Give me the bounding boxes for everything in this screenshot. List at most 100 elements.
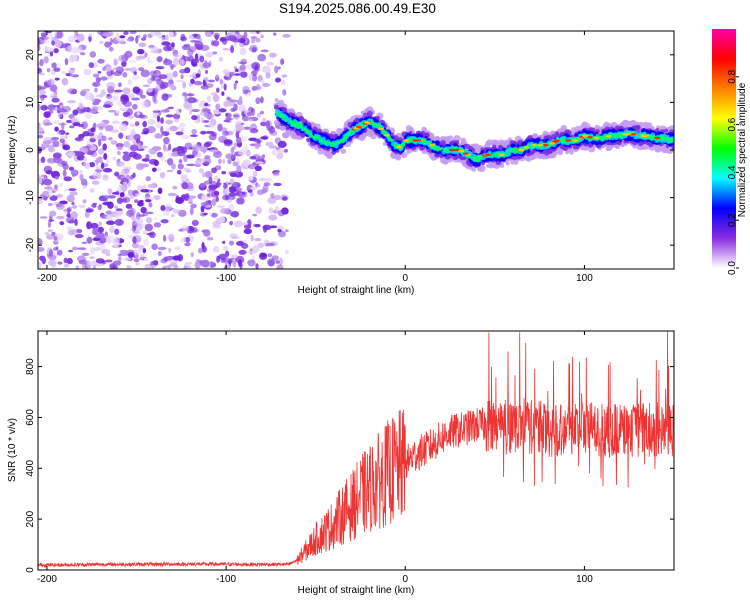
noise-blob xyxy=(144,52,148,58)
noise-blob xyxy=(135,193,141,196)
noise-blob xyxy=(233,220,243,228)
noise-blob xyxy=(255,83,261,91)
noise-blob xyxy=(112,156,117,161)
noise-blob xyxy=(79,170,83,173)
noise-blob xyxy=(121,60,127,67)
noise-blob xyxy=(268,207,274,214)
noise-blob xyxy=(67,45,72,53)
signal-blob xyxy=(521,142,526,147)
noise-blob xyxy=(91,180,100,185)
noise-blob xyxy=(164,72,174,81)
noise-blob xyxy=(140,253,145,258)
signal-blob xyxy=(368,130,375,137)
noise-blob xyxy=(102,143,107,151)
noise-blob xyxy=(92,202,98,206)
noise-blob xyxy=(50,136,59,141)
noise-blob xyxy=(190,252,194,258)
noise-blob xyxy=(157,250,162,257)
noise-blob xyxy=(132,242,139,249)
noise-blob xyxy=(48,249,53,258)
figure-title: S194.2025.086.00.49.E30 xyxy=(279,1,436,16)
noise-blob xyxy=(52,140,60,148)
noise-blob xyxy=(260,49,269,53)
signal-blob xyxy=(291,131,296,136)
noise-blob xyxy=(153,222,162,228)
noise-blob xyxy=(140,189,150,193)
noise-blob xyxy=(81,241,87,245)
noise-blob xyxy=(158,74,168,80)
signal-blob xyxy=(421,126,427,133)
noise-blob xyxy=(138,114,146,118)
noise-blob xyxy=(56,194,63,198)
noise-blob xyxy=(235,80,239,84)
noise-blob xyxy=(222,158,226,164)
noise-blob xyxy=(91,105,97,111)
noise-blob xyxy=(38,127,45,135)
noise-blob xyxy=(95,165,100,170)
noise-blob xyxy=(249,156,257,160)
noise-blob xyxy=(208,79,215,83)
noise-blob xyxy=(90,260,97,267)
noise-blob xyxy=(142,247,147,254)
noise-blob xyxy=(262,224,272,231)
noise-blob xyxy=(173,113,181,120)
noise-blob xyxy=(205,51,214,58)
noise-blob xyxy=(219,78,224,85)
noise-blob xyxy=(160,125,164,134)
noise-blob xyxy=(165,264,172,269)
noise-blob xyxy=(118,132,124,139)
noise-blob xyxy=(177,148,186,157)
noise-blob xyxy=(122,151,129,155)
noise-blob xyxy=(102,104,112,108)
noise-blob xyxy=(252,245,260,252)
noise-blob xyxy=(190,78,195,85)
noise-blob xyxy=(68,69,75,74)
noise-blob xyxy=(138,67,145,72)
noise-blob xyxy=(274,205,280,213)
noise-blob xyxy=(212,246,220,253)
noise-blob xyxy=(134,121,140,126)
noise-blob xyxy=(49,51,54,57)
noise-blob xyxy=(236,197,245,205)
noise-blob xyxy=(129,31,137,35)
noise-blob xyxy=(115,110,120,114)
noise-blob xyxy=(57,132,62,135)
noise-blob xyxy=(198,247,204,254)
noise-blob xyxy=(242,146,249,153)
noise-blob xyxy=(127,115,134,119)
noise-blob xyxy=(219,216,226,223)
signal-blob xyxy=(492,144,497,150)
noise-blob xyxy=(72,122,81,127)
noise-blob xyxy=(114,218,124,226)
noise-blob xyxy=(38,103,41,112)
noise-blob xyxy=(193,80,203,86)
noise-blob xyxy=(168,260,178,264)
noise-blob xyxy=(57,261,63,265)
noise-blob xyxy=(201,172,206,178)
noise-blob xyxy=(97,135,102,140)
noise-blob xyxy=(212,94,220,103)
noise-blob xyxy=(105,210,112,215)
signal-blob xyxy=(314,146,319,151)
signal-blob xyxy=(368,117,371,121)
signal-blob xyxy=(619,139,623,143)
noise-blob xyxy=(71,117,79,124)
noise-blob xyxy=(246,111,253,116)
noise-blob xyxy=(236,157,240,166)
noise-blob xyxy=(97,156,104,160)
noise-blob xyxy=(122,257,132,261)
noise-blob xyxy=(255,31,260,35)
noise-blob xyxy=(236,165,242,172)
spectrogram-marks xyxy=(38,31,674,269)
noise-blob xyxy=(113,89,123,93)
noise-blob xyxy=(40,32,47,38)
noise-blob xyxy=(181,182,189,190)
noise-blob xyxy=(150,49,158,54)
noise-blob xyxy=(50,188,59,192)
noise-blob xyxy=(56,215,65,220)
noise-blob xyxy=(204,102,209,107)
noise-blob xyxy=(266,62,275,66)
noise-blob xyxy=(96,232,105,239)
noise-blob xyxy=(275,77,282,83)
noise-blob xyxy=(215,74,220,79)
